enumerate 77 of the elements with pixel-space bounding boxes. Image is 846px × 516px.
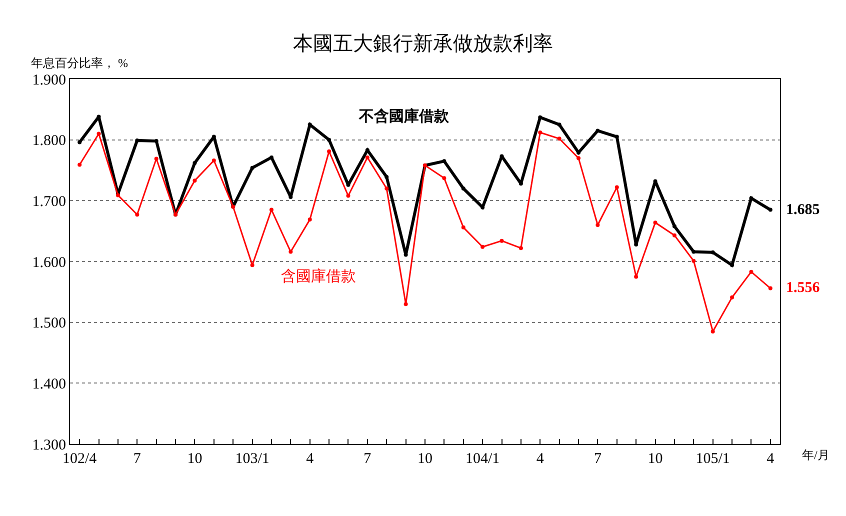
point bbox=[634, 274, 638, 279]
point bbox=[365, 155, 370, 160]
point bbox=[749, 270, 754, 274]
point bbox=[461, 186, 466, 190]
x-tick-label: 104/1 bbox=[465, 451, 500, 467]
point bbox=[538, 130, 542, 135]
point bbox=[192, 160, 197, 165]
point bbox=[442, 176, 446, 180]
point bbox=[78, 162, 82, 167]
point bbox=[154, 139, 158, 144]
point bbox=[212, 158, 216, 163]
point bbox=[710, 329, 715, 334]
x-tick-label: 7 bbox=[594, 451, 602, 467]
x-tick-label: 10 bbox=[648, 451, 663, 467]
series-label: 含國庫借款 bbox=[281, 268, 356, 285]
x-tick-label: 10 bbox=[187, 451, 202, 467]
point bbox=[78, 140, 82, 144]
point bbox=[730, 295, 734, 300]
x-axis-title: 年/月 bbox=[802, 448, 830, 462]
point bbox=[710, 250, 715, 254]
y-tick-label: 1.900 bbox=[32, 72, 66, 88]
x-tick-label: 7 bbox=[133, 451, 142, 467]
point bbox=[288, 250, 293, 254]
x-tick-label: 102/4 bbox=[62, 451, 98, 467]
point bbox=[250, 263, 254, 268]
point bbox=[135, 212, 140, 217]
point bbox=[614, 185, 619, 190]
point bbox=[596, 223, 600, 227]
point bbox=[96, 132, 101, 136]
x-tick-label: 105/1 bbox=[696, 451, 730, 467]
point bbox=[480, 244, 485, 249]
data-label: 1.556 bbox=[786, 280, 820, 296]
y-tick-label: 1.700 bbox=[32, 194, 66, 210]
x-tick-label: 4 bbox=[766, 451, 775, 467]
point bbox=[154, 156, 158, 161]
x-tick-label: 103/1 bbox=[235, 451, 270, 467]
point bbox=[557, 122, 562, 127]
point bbox=[461, 225, 466, 230]
point bbox=[576, 156, 581, 160]
point bbox=[672, 233, 676, 238]
point bbox=[500, 238, 504, 243]
point bbox=[692, 258, 696, 263]
y-tick-label: 1.800 bbox=[32, 133, 66, 150]
chart-title: 本國五大銀行新承做放款利率 bbox=[293, 33, 553, 56]
point bbox=[614, 134, 619, 139]
point bbox=[135, 138, 140, 142]
y-tick-label: 1.300 bbox=[32, 437, 66, 454]
point bbox=[269, 208, 274, 212]
y-tick-label: 1.500 bbox=[32, 316, 66, 332]
point bbox=[768, 286, 772, 290]
point bbox=[384, 174, 389, 179]
y-axis-title: 年息百分比率， % bbox=[31, 56, 128, 70]
y-tick-label: 1.600 bbox=[32, 254, 66, 271]
point bbox=[346, 194, 350, 198]
x-tick-label: 10 bbox=[418, 451, 432, 467]
point bbox=[327, 138, 332, 142]
x-tick-label: 7 bbox=[364, 451, 372, 467]
y-tick-label: 1.400 bbox=[32, 376, 66, 392]
point bbox=[596, 128, 600, 133]
point bbox=[768, 208, 772, 212]
point bbox=[192, 178, 197, 183]
point bbox=[672, 224, 676, 228]
x-tick-label: 4 bbox=[536, 451, 544, 467]
point bbox=[384, 186, 389, 190]
point bbox=[308, 218, 312, 222]
data-label: 1.685 bbox=[786, 202, 820, 218]
x-tick-label: 4 bbox=[306, 451, 314, 467]
point bbox=[404, 302, 408, 306]
point bbox=[518, 246, 523, 250]
point bbox=[557, 136, 562, 141]
point bbox=[518, 182, 523, 186]
series-label: 不含國庫借款 bbox=[358, 107, 450, 125]
point bbox=[692, 250, 696, 254]
point bbox=[653, 220, 658, 225]
point bbox=[442, 159, 446, 164]
point bbox=[250, 166, 254, 170]
point bbox=[327, 149, 332, 154]
